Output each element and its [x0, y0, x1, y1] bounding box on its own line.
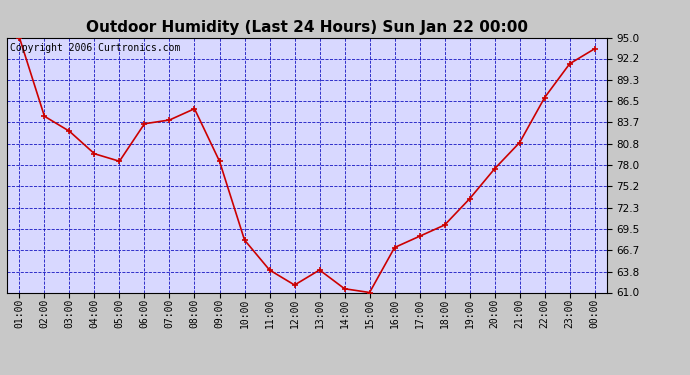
Text: Copyright 2006 Curtronics.com: Copyright 2006 Curtronics.com [10, 43, 180, 52]
Title: Outdoor Humidity (Last 24 Hours) Sun Jan 22 00:00: Outdoor Humidity (Last 24 Hours) Sun Jan… [86, 20, 528, 35]
